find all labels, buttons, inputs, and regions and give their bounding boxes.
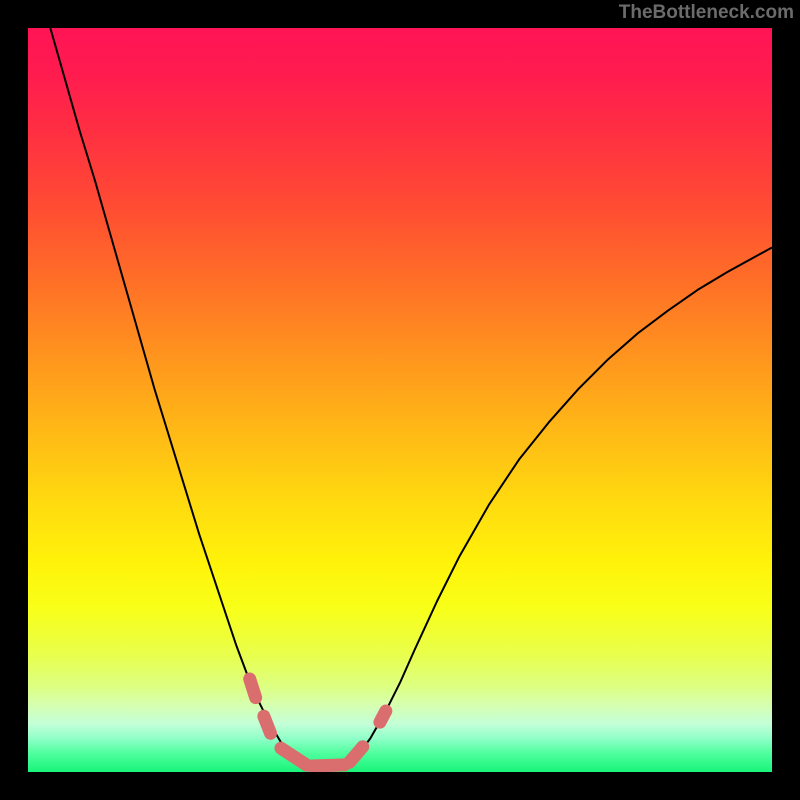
watermark-text: TheBottleneck.com: [619, 2, 794, 24]
curve-marker-0: [250, 679, 256, 698]
chart-svg: [28, 28, 772, 772]
plot-area: [28, 28, 772, 772]
curve-marker-3: [312, 765, 344, 766]
curve-marker-5: [380, 711, 386, 722]
curve-marker-1: [264, 716, 271, 733]
gradient-background: [28, 28, 772, 772]
